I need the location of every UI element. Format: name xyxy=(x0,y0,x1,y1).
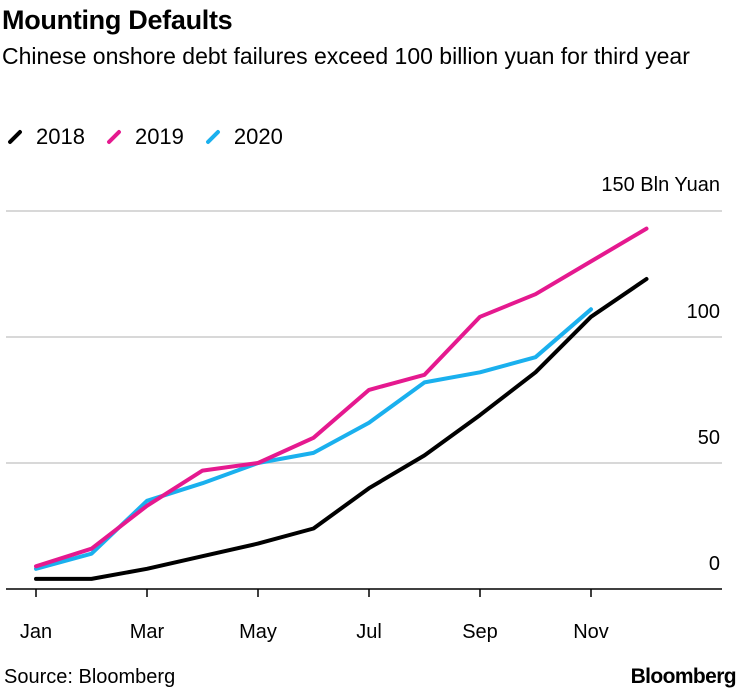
legend-item-2019: 2019 xyxy=(105,124,184,150)
legend-label-2020: 2020 xyxy=(233,124,283,149)
series-lines xyxy=(34,226,649,581)
x-tick-label: Jan xyxy=(20,621,52,643)
legend-item-2018: 2018 xyxy=(6,124,85,150)
source-note: Source: Bloomberg xyxy=(4,666,176,688)
x-tick-label: Jul xyxy=(356,621,382,643)
legend-item-2020: 2020 xyxy=(204,124,283,150)
x-tick-label: Mar xyxy=(130,621,165,643)
x-axis xyxy=(6,588,722,597)
y-unit-label: 150 Bln Yuan xyxy=(601,174,720,196)
y-tick-label: 100 xyxy=(687,301,720,323)
y-tick-label: 50 xyxy=(698,427,720,449)
x-tick-label: Nov xyxy=(573,621,609,643)
x-tick-label: May xyxy=(239,621,277,643)
series-line-2019 xyxy=(34,226,649,569)
legend: 2018 2019 2020 xyxy=(6,122,303,152)
bloomberg-logo: Bloomberg xyxy=(630,665,737,688)
legend-label-2018: 2018 xyxy=(36,124,85,149)
chart-title: Mounting Defaults xyxy=(2,5,233,35)
y-tick-label: 0 xyxy=(709,553,720,575)
series-line-2018 xyxy=(34,277,649,581)
chart-subtitle: Chinese onshore debt failures exceed 100… xyxy=(2,43,690,69)
legend-label-2019: 2019 xyxy=(134,124,184,149)
gridlines xyxy=(6,210,722,464)
tick-labels: Jan Mar May Jul Sep Nov 0 50 100 150 Bln Yuan xyxy=(20,174,720,643)
x-tick-label: Sep xyxy=(462,621,498,643)
